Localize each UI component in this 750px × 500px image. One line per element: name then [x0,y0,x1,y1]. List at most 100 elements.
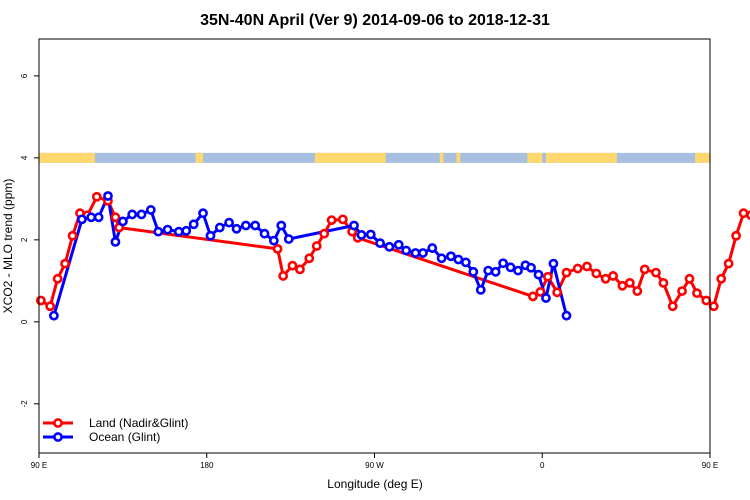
data-point [67,230,78,241]
data-point [103,191,113,201]
land-segment [39,152,95,163]
legend: Land (Nadir&Glint)Ocean (Glint) [43,416,188,444]
data-point [528,291,538,302]
land-segment [439,152,444,163]
data-point [708,301,719,312]
data-point [639,264,650,275]
data-point [746,210,750,221]
data-point [272,243,283,254]
legend-label: Ocean (Glint) [89,430,160,444]
data-point [60,258,70,269]
data-point [658,277,669,288]
data-point [127,209,138,220]
data-point [475,284,486,295]
land-segment [456,152,461,163]
x-axis-label: Longitude (deg E) [327,477,422,491]
data-point [326,215,337,226]
land-segment [314,152,386,163]
data-point [542,271,553,282]
x-tick-label: 90 W [365,461,384,470]
data-point [276,220,287,231]
data-point [548,258,559,269]
data-point [76,214,87,225]
data-point [723,258,734,269]
data-point [446,251,456,262]
data-point [490,266,501,277]
data-point [45,301,56,312]
data-point [651,267,661,278]
data-point [49,310,59,321]
data-point [311,241,322,251]
data-point [591,268,602,279]
x-tick-label: 180 [200,461,214,470]
data-point [677,286,687,296]
data-point [283,234,294,244]
data-point [617,280,628,291]
data-point [110,237,121,247]
data-point [162,224,173,235]
data-point [117,216,128,227]
data-point [667,301,678,312]
data-point [561,310,572,321]
y-tick-label: 4 [20,155,29,160]
data-point [35,295,46,306]
data-point [375,238,385,249]
data-point [86,212,97,223]
y-tick-label: 0 [20,319,29,324]
data-point [393,239,404,250]
land-segment [695,152,710,163]
y-tick-label: -2 [20,400,29,408]
land-segment [195,152,204,163]
data-point [572,263,583,274]
data-point [561,267,572,278]
y-tick-label: 6 [20,73,29,78]
data-point [110,212,121,223]
data-point [498,258,509,269]
data-point [136,209,147,220]
data-point [231,223,242,234]
plot-frame [38,38,711,454]
data-point [418,248,428,258]
data-point [304,253,315,264]
y-tick-label: 2 [20,237,29,242]
data-point [436,253,447,264]
data-point [701,295,712,306]
land-segment [527,152,543,163]
legend-marker [53,418,63,428]
data-point [541,293,551,303]
series-lines [40,194,750,317]
data-point [731,230,741,241]
data-point [173,226,184,237]
data-point [93,212,104,223]
data-point [337,214,348,225]
data-point [427,243,438,253]
legend-label: Land (Nadir&Glint) [89,416,188,430]
landmask-band [39,152,710,163]
legend-marker [53,432,63,442]
data-point [526,262,536,273]
data-point [552,287,563,298]
land-segment [545,152,617,163]
data-point [535,287,546,297]
data-point [240,220,251,231]
data-point [608,271,618,281]
data-point [205,230,216,241]
x-tick-label: 0 [540,461,545,470]
data-point [224,217,235,228]
data-point [483,265,494,276]
x-tick-label: 90 E [31,461,47,470]
data-point [533,269,544,280]
data-point [198,208,208,219]
data-point [410,248,421,258]
data-point [145,205,156,215]
data-point [600,273,611,284]
data-point [365,229,376,240]
data-point [356,230,367,240]
chart-title: 35N-40N April (Ver 9) 2014-09-06 to 2018… [200,12,550,29]
data-point [268,235,279,246]
data-point [250,220,261,231]
data-point [319,228,330,239]
data-point [692,288,702,299]
data-point [278,271,289,281]
